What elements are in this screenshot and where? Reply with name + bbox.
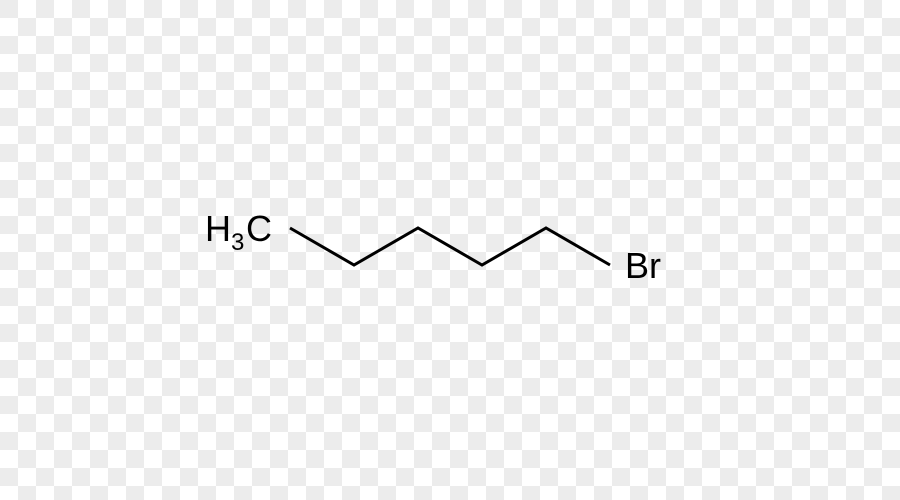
molecule-structure: H 3 C Br [0, 0, 900, 500]
label-H: H [205, 208, 231, 249]
label-C: C [246, 208, 272, 249]
figure-canvas: H 3 C Br [0, 0, 900, 500]
carbon-chain [290, 228, 610, 265]
label-sub3: 3 [231, 229, 244, 256]
bromine-label: Br [625, 245, 661, 286]
methyl-label: H 3 C [205, 208, 272, 256]
